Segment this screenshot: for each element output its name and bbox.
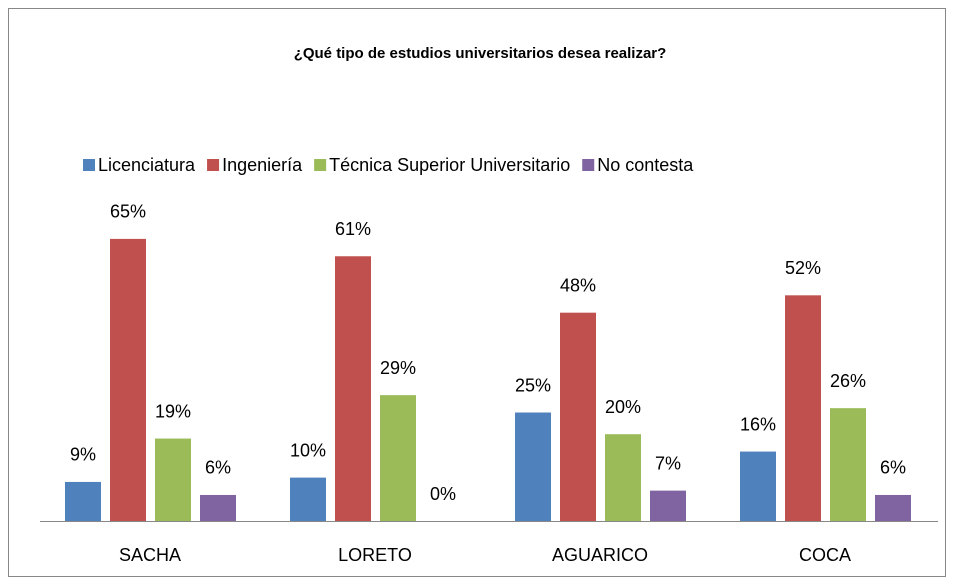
data-label: 25% <box>515 375 551 395</box>
bar <box>875 494 911 521</box>
data-label: 9% <box>70 445 96 465</box>
data-label: 6% <box>205 458 231 478</box>
bar <box>290 477 326 521</box>
legend-swatch <box>582 159 595 171</box>
bar <box>650 490 686 521</box>
legend-label: Técnica Superior Universitario <box>329 155 570 175</box>
bar <box>560 312 596 521</box>
bar <box>65 481 101 521</box>
data-label: 7% <box>655 453 681 473</box>
bar <box>200 494 236 521</box>
bar <box>605 434 641 521</box>
legend-swatch <box>207 159 220 171</box>
x-tick-label: AGUARICO <box>552 545 648 565</box>
data-label: 0% <box>430 484 456 504</box>
data-label: 52% <box>785 258 821 278</box>
data-label: 20% <box>605 397 641 417</box>
data-label: 16% <box>740 414 776 434</box>
bar <box>740 451 776 521</box>
bar <box>515 412 551 521</box>
data-label: 6% <box>880 458 906 478</box>
legend-label: Ingeniería <box>222 155 303 175</box>
bar <box>155 438 191 521</box>
bar <box>830 408 866 521</box>
bar <box>380 395 416 521</box>
data-label: 65% <box>110 202 146 222</box>
data-label: 61% <box>335 219 371 239</box>
legend-label: No contesta <box>597 155 694 175</box>
x-tick-label: SACHA <box>119 545 181 565</box>
data-label: 48% <box>560 275 596 295</box>
bar <box>785 295 821 521</box>
data-label: 19% <box>155 401 191 421</box>
data-label: 10% <box>290 440 326 460</box>
legend-swatch <box>314 159 327 171</box>
legend-label: Licenciatura <box>98 155 196 175</box>
bar <box>335 256 371 521</box>
data-label: 29% <box>380 358 416 378</box>
legend-swatch <box>83 159 95 171</box>
x-tick-label: COCA <box>799 545 851 565</box>
x-tick-label: LORETO <box>338 545 412 565</box>
bar <box>110 238 146 521</box>
chart-title: ¿Qué tipo de estudios universitarios des… <box>294 45 667 62</box>
data-label: 26% <box>830 371 866 391</box>
